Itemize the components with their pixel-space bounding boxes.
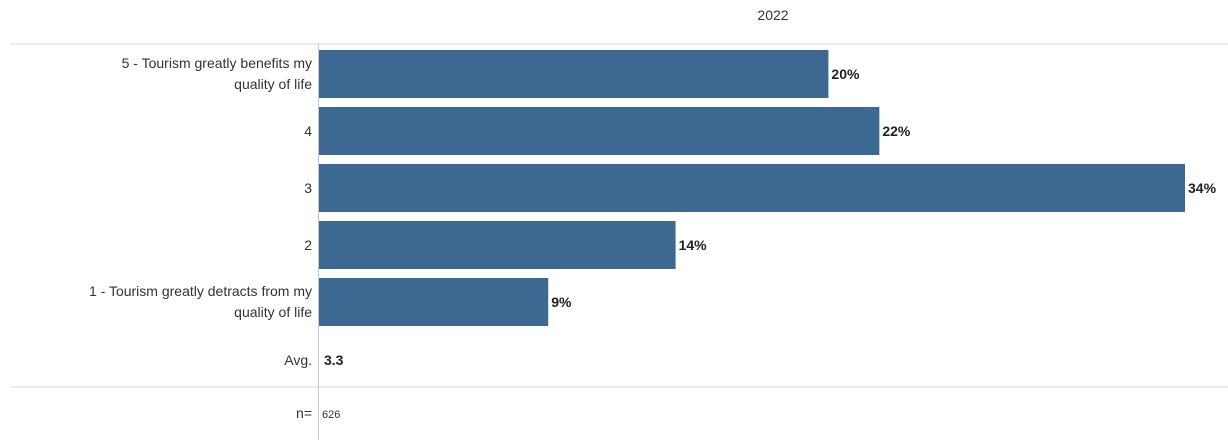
avg-label: Avg. bbox=[284, 352, 312, 368]
bar-value-label: 14% bbox=[679, 237, 708, 253]
category-label: 5 - Tourism greatly benefits my quality o… bbox=[122, 55, 313, 92]
bar-value-label: 22% bbox=[882, 123, 911, 139]
bar bbox=[319, 164, 1185, 212]
category-label: 1 - Tourism greatly detracts from my qual… bbox=[89, 283, 312, 320]
bar bbox=[319, 50, 829, 98]
category-label: 4 bbox=[304, 123, 312, 139]
bars-layer: 20% 5 - Tourism greatly benefits my qualit… bbox=[89, 50, 1217, 326]
avg-value: 3.3 bbox=[324, 352, 344, 368]
n-value: 626 bbox=[322, 409, 340, 421]
bar-value-label: 9% bbox=[551, 294, 572, 310]
n-label: n= bbox=[296, 405, 312, 421]
column-header: 2022 bbox=[757, 7, 788, 23]
bar bbox=[319, 278, 549, 326]
bar bbox=[319, 221, 676, 269]
bar-value-label: 34% bbox=[1188, 180, 1217, 196]
category-label: 2 bbox=[304, 237, 312, 253]
category-label: 3 bbox=[304, 180, 312, 196]
bar bbox=[319, 107, 880, 155]
bar-value-label: 20% bbox=[831, 66, 860, 82]
